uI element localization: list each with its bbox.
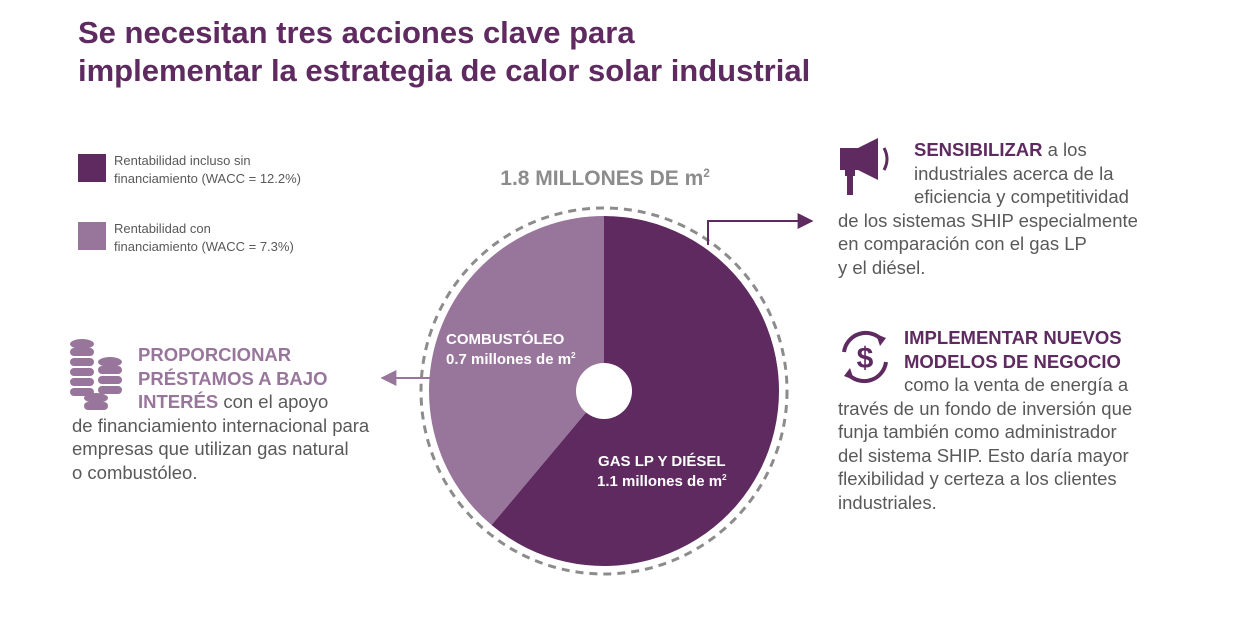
legend-swatch [78,222,106,250]
action-sensibilizar-line3: eficiencia y competitividad [914,186,1129,207]
action-sensibilizar-heading: SENSIBILIZAR [914,139,1043,160]
legend-label-line2: financiamiento (WACC = 12.2%) [114,171,302,186]
action-proporcionar-heading2: PRÉSTAMOS A BAJO [138,367,328,389]
dollar-cycle-icon: $ [842,330,888,384]
legend-label: Rentabilidad incluso sin financiamiento … [114,152,374,188]
action-proporcionar-line2: de financiamiento internacional para [72,414,370,436]
pie-label-combustoleo: COMBUSTÓLEO 0.7 millones de m2 [446,330,576,370]
legend-label-line1: Rentabilidad con [114,221,211,236]
action-implementar-line5: flexibilidad y certeza a los clientes [838,468,1117,489]
slice-value-label: 0.7 millones de m2 [446,351,576,368]
action-sensibilizar-line6: y el diésel. [838,256,926,278]
legend-swatch [78,154,106,182]
action-sensibilizar-line1: SENSIBILIZAR a los [914,139,1087,160]
action-implementar-line3: funja también como administrador [838,421,1117,442]
action-proporcionar-line4: o combustóleo. [72,461,198,483]
title-line-1: Se necesitan tres acciones clave para [78,15,635,50]
slice-value-label: 1.1 millones de m2 [597,473,727,490]
action-implementar-line1: como la venta de energía a [904,374,1129,395]
action-proporcionar: PROPORCIONAR PRÉSTAMOS A BAJO INTERÉS co… [72,343,369,484]
megaphone-icon [840,138,889,195]
action-implementar: IMPLEMENTAR NUEVOS MODELOS DE NEGOCIO co… [838,326,1132,514]
action-sensibilizar-line4: de los sistemas SHIP especialmente [838,209,1138,231]
action-proporcionar-line1: INTERÉS con el apoyo [138,391,329,412]
legend-label: Rentabilidad con financiamiento (WACC = … [114,220,374,256]
pie-slices [429,216,779,566]
action-sensibilizar-line2: industriales acerca de la [914,162,1114,184]
action-implementar-line4: del sistema SHIP. Esto daría mayor [838,444,1129,466]
page-title: Se necesitan tres acciones clave para im… [78,14,978,90]
action-implementar-heading2: MODELOS DE NEGOCIO [904,350,1121,372]
action-implementar-heading1: IMPLEMENTAR NUEVOS [904,327,1122,348]
action-proporcionar-heading1: PROPORCIONAR [138,344,292,365]
legend-label-line1: Rentabilidad incluso sin [114,153,251,168]
chart-total-label: 1.8 MILLONES DE m2 [470,167,740,191]
slice-name: COMBUSTÓLEO [446,331,565,348]
sensibilizar-connector-arrow [707,213,814,245]
pie-slice-1 [429,216,604,526]
pie-donut-hole [576,363,632,419]
action-proporcionar-heading3: INTERÉS [138,391,219,412]
slice-name: GAS LP Y DIÉSEL [598,453,726,470]
coins-stack-icon [70,339,122,410]
chart-total-text: 1.8 MILLONES DE m [500,167,704,190]
svg-text:$: $ [857,342,874,375]
title-line-2: implementar la estrategia de calor solar… [78,53,811,88]
action-implementar-line6: industriales. [838,491,937,513]
action-proporcionar-line3: empresas que utilizan gas natural [72,438,349,459]
action-sensibilizar: SENSIBILIZAR a los industriales acerca d… [838,138,1138,279]
pie-label-gas-lp-diesel: GAS LP Y DIÉSEL 1.1 millones de m2 [597,452,727,492]
pie-slice-0 [491,216,779,566]
chart-total-superscript: 2 [703,168,710,180]
legend-label-line2: financiamiento (WACC = 7.3%) [114,239,294,254]
action-implementar-line2: través de un fondo de inversión que [838,397,1133,419]
action-sensibilizar-line5: en comparación con el gas LP [838,233,1087,254]
pie-dashed-ring [419,206,789,576]
